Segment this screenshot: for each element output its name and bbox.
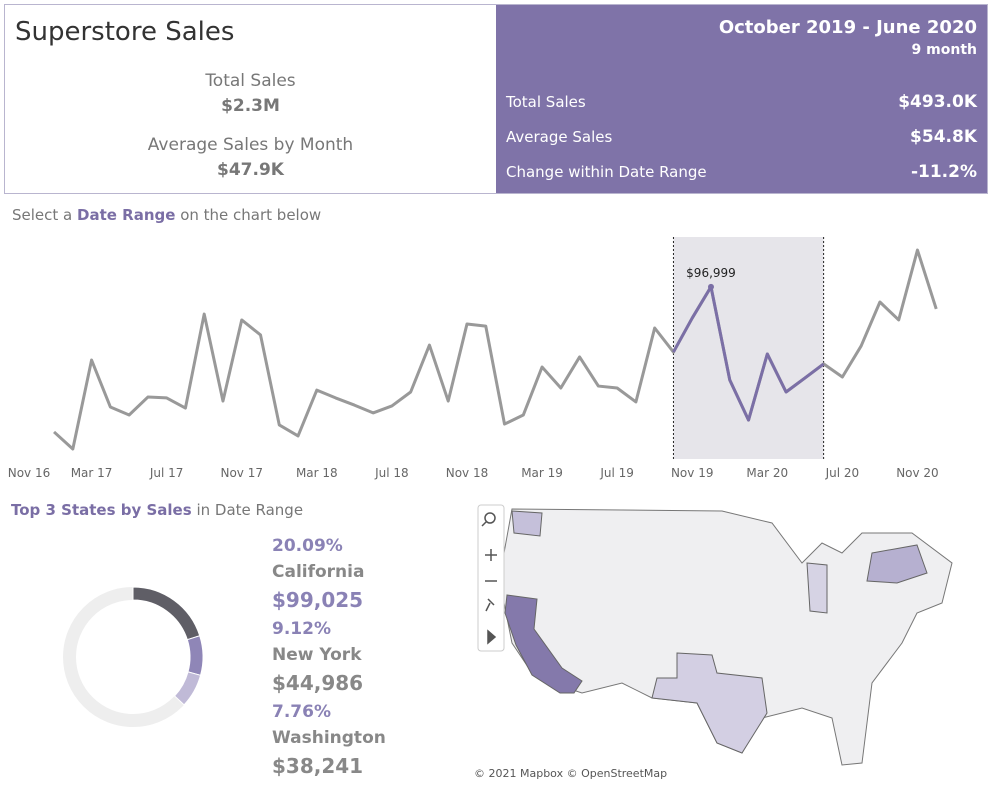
state-texas[interactable] bbox=[651, 652, 768, 754]
state-share-label: 7.76% bbox=[272, 702, 331, 722]
instruction: Select a Date Range on the chart below bbox=[12, 206, 321, 224]
value-label: $96,999 bbox=[686, 266, 736, 280]
x-tick-label: Nov 20 bbox=[896, 466, 939, 480]
states-title-emphasis: Top 3 States by Sales bbox=[11, 501, 192, 519]
range-label: Total Sales bbox=[506, 93, 586, 111]
line-chart[interactable]: $96,999 Nov 16 Mar 17 Jul 17 Nov 17 Mar 18 Jul… bbox=[0, 230, 990, 485]
states-title: Top 3 States by Sales in Date Range bbox=[11, 501, 303, 519]
x-tick-label: Mar 19 bbox=[521, 466, 563, 480]
state-sales: $99,025 bbox=[272, 588, 364, 612]
kpi-label: Total Sales bbox=[205, 71, 296, 91]
state-name: Washington bbox=[272, 728, 386, 748]
map-attribution: © 2021 Mapbox © OpenStreetMap bbox=[474, 767, 667, 780]
state-sales: $44,986 bbox=[272, 671, 364, 695]
dashboard-title: Superstore Sales bbox=[15, 17, 235, 47]
kpi-value: $47.9K bbox=[217, 160, 284, 180]
x-tick-label: Mar 18 bbox=[296, 466, 338, 480]
x-tick-label: Jul 19 bbox=[599, 466, 634, 480]
x-tick-label: Jul 20 bbox=[825, 466, 860, 480]
instruction-emphasis: Date Range bbox=[77, 206, 176, 224]
state-name: California bbox=[272, 562, 365, 582]
range-panel: October 2019 - June 2020 9 month Total S… bbox=[496, 5, 987, 193]
state-share-label: 20.09% bbox=[272, 536, 343, 556]
overall-panel: Superstore Sales Total Sales $2.3M Avera… bbox=[5, 5, 496, 193]
instruction-text: Select a bbox=[12, 206, 73, 224]
range-title: October 2019 - June 2020 bbox=[718, 17, 977, 38]
range-label: Change within Date Range bbox=[506, 163, 707, 181]
range-value: -11.2% bbox=[910, 162, 977, 182]
state-sales: $38,241 bbox=[272, 754, 364, 778]
kpi-label: Average Sales by Month bbox=[147, 135, 354, 155]
state-california[interactable] bbox=[504, 594, 583, 694]
donut-segment bbox=[186, 635, 204, 676]
x-tick-label: Nov 18 bbox=[446, 466, 489, 480]
summary-box: Superstore Sales Total Sales $2.3M Avera… bbox=[4, 4, 988, 194]
range-label: Average Sales bbox=[506, 128, 613, 146]
range-value: $493.0K bbox=[898, 92, 977, 112]
donut-chart bbox=[63, 586, 204, 727]
donut-segment bbox=[173, 671, 202, 706]
map-toolbar bbox=[477, 504, 505, 652]
selected-line bbox=[672, 285, 825, 422]
donut-segment bbox=[132, 586, 201, 641]
x-tick-label: Nov 16 bbox=[8, 466, 51, 480]
state-new-york[interactable] bbox=[866, 544, 928, 584]
state-washington[interactable] bbox=[511, 510, 543, 537]
kpi-value: $2.3M bbox=[221, 96, 280, 116]
selection-area bbox=[673, 237, 824, 459]
highlight-point bbox=[707, 283, 714, 290]
x-tick-label: Jul 18 bbox=[374, 466, 409, 480]
instruction-text: on the chart below bbox=[180, 206, 322, 224]
x-tick-label: Mar 17 bbox=[71, 466, 113, 480]
map[interactable]: © 2021 Mapbox © OpenStreetMap bbox=[472, 503, 988, 783]
x-tick-label: Jul 17 bbox=[149, 466, 184, 480]
range-months: 9 month bbox=[911, 42, 977, 58]
x-tick-label: Nov 19 bbox=[671, 466, 714, 480]
x-tick-label: Mar 20 bbox=[746, 466, 788, 480]
map-tools[interactable] bbox=[481, 512, 497, 645]
state-share-label: 9.12% bbox=[272, 619, 331, 639]
states-title-text: in Date Range bbox=[196, 501, 304, 519]
x-tick-label: Nov 17 bbox=[220, 466, 263, 480]
state-michigan[interactable] bbox=[806, 562, 828, 614]
range-value: $54.8K bbox=[910, 127, 977, 147]
state-name: New York bbox=[272, 645, 362, 665]
